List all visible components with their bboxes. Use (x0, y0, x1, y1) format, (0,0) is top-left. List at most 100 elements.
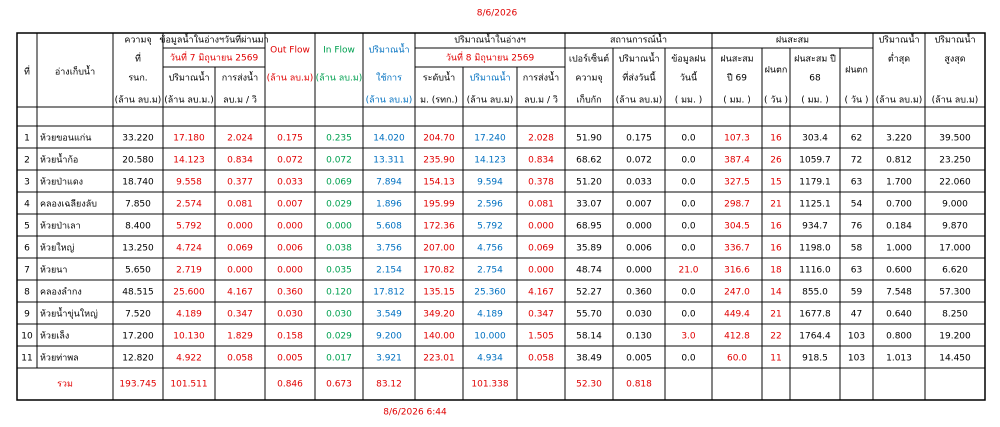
cell-value: 0.005 (277, 354, 303, 364)
cell-value: 72 (851, 156, 862, 166)
cell-value: 63 (851, 178, 862, 188)
cell-value: 35.89 (576, 244, 602, 254)
cell-value: 0.000 (227, 222, 253, 232)
cell-value: 58.14 (576, 332, 602, 342)
cell-value: 68.62 (576, 156, 602, 166)
cell-value: 1198.0 (799, 244, 831, 254)
blank-cell (362, 106, 416, 127)
reservoir-name: ห้วยเล็ง (40, 329, 69, 342)
cell-value: 0.000 (626, 222, 652, 232)
header-text: ฝนสะสม (720, 55, 753, 65)
cell-value: 33.07 (576, 200, 602, 210)
cell-value: 0.700 (886, 200, 912, 210)
cell-value: 68.95 (576, 222, 602, 232)
header-text: ที่ (24, 65, 30, 78)
cell-value: 0.235 (326, 134, 352, 144)
cell-value: 3.220 (886, 134, 912, 144)
header-text: การส่งน้ำ (222, 71, 258, 84)
header-text: ที่ส่งวันนี้ (622, 71, 656, 84)
cell-value: 140.00 (423, 332, 455, 342)
cell-value: 0.030 (326, 310, 352, 320)
cell-value: 0.0 (681, 156, 696, 166)
cell-value: 51.90 (576, 134, 602, 144)
cell-value: 0.378 (528, 178, 554, 188)
reservoir-name: ห้วยน้ำขุ่นใหญ่ (40, 307, 98, 320)
cell-value: 48.515 (122, 288, 154, 298)
cell-value: 6.620 (942, 266, 968, 276)
cell-value: 855.0 (802, 288, 828, 298)
header-text: ( มม. ) (801, 96, 828, 106)
cell-value: 2.024 (227, 134, 253, 144)
header-text: ปี 69 (727, 73, 747, 84)
cell-value: 25.360 (474, 288, 506, 298)
header-text: ข้อมูลฝน (671, 54, 705, 65)
cell-value: 2.574 (176, 200, 202, 210)
header-text: (ล้าน ลบ.ม) (467, 95, 514, 106)
cell-value: 327.5 (724, 178, 750, 188)
total-cell (924, 367, 986, 401)
cell-value: 135.15 (423, 288, 455, 298)
cell-value: 170.82 (423, 266, 455, 276)
cell-value: 21 (770, 200, 781, 210)
header-text: อ่างเก็บน้ำ (55, 65, 95, 78)
header-text: ปริมาณน้ำ (618, 52, 659, 65)
cell-value: 11 (21, 354, 32, 364)
cell-value: 5 (24, 222, 30, 232)
header-text: (ล้าน ลบ.ม.) (164, 95, 214, 106)
cell-value: 14.020 (373, 134, 405, 144)
header-text: ปริมาณน้ำ (469, 71, 510, 84)
header-text: การส่งน้ำ (523, 71, 559, 84)
cell-value: 4.189 (477, 310, 503, 320)
cell-value: 8.250 (942, 310, 968, 320)
cell-value: 62 (851, 134, 862, 144)
cell-value: 204.70 (423, 134, 455, 144)
header-text: ปริมาณน้ำในอ่างฯ (454, 33, 526, 46)
cell-value: 0.069 (326, 178, 352, 188)
cell-value: 107.3 (724, 134, 750, 144)
cell-value: 0.000 (277, 222, 303, 232)
cell-value: 0.640 (886, 310, 912, 320)
cell-value: 25.600 (173, 288, 205, 298)
cell-value: 172.36 (423, 222, 455, 232)
header-text: สูงสุด (944, 55, 965, 65)
header-text: ความจุ (575, 74, 602, 84)
cell-value: 9.558 (176, 178, 202, 188)
cell-value: 17.812 (373, 288, 405, 298)
cell-value: 9.000 (942, 200, 968, 210)
cell-value: 235.90 (423, 156, 455, 166)
cell-value: 1.013 (886, 354, 912, 364)
cell-value: 9.200 (376, 332, 402, 342)
total-value: 52.30 (576, 380, 602, 390)
cell-value: 103 (848, 332, 865, 342)
blank-cell (789, 106, 841, 127)
cell-value: 0.0 (681, 354, 696, 364)
cell-value: 103 (848, 354, 865, 364)
cell-value: 16 (770, 244, 782, 254)
header-text: (ล้าน ลบ.ม) (616, 95, 663, 106)
cell-value: 303.4 (802, 134, 828, 144)
cell-value: 11 (770, 354, 781, 364)
cell-value: 0.072 (277, 156, 303, 166)
blank-cell (711, 106, 763, 127)
cell-value: 223.01 (423, 354, 455, 364)
cell-value: 918.5 (802, 354, 828, 364)
cell-value: 0.360 (626, 288, 652, 298)
cell-value: 0.007 (626, 200, 652, 210)
cell-value: 55.70 (576, 310, 602, 320)
cell-value: 0.035 (326, 266, 352, 276)
cell-value: 7.520 (125, 310, 151, 320)
total-value: 0.846 (277, 380, 303, 390)
cell-value: 1116.0 (799, 266, 831, 276)
cell-value: 0.081 (227, 200, 253, 210)
reservoir-name: คลองเฉลียงลับ (40, 199, 97, 210)
cell-value: 349.20 (423, 310, 455, 320)
blank-cell (761, 106, 791, 127)
cell-value: 17.240 (474, 134, 506, 144)
cell-value: 0.834 (227, 156, 253, 166)
cell-value: 4.922 (176, 354, 202, 364)
total-cell (664, 367, 713, 401)
header-text: เก็บกัก (576, 93, 601, 106)
header-text: ปริมาณน้ำ (934, 33, 975, 46)
cell-value: 9 (24, 310, 30, 320)
cell-value: 5.650 (125, 266, 151, 276)
